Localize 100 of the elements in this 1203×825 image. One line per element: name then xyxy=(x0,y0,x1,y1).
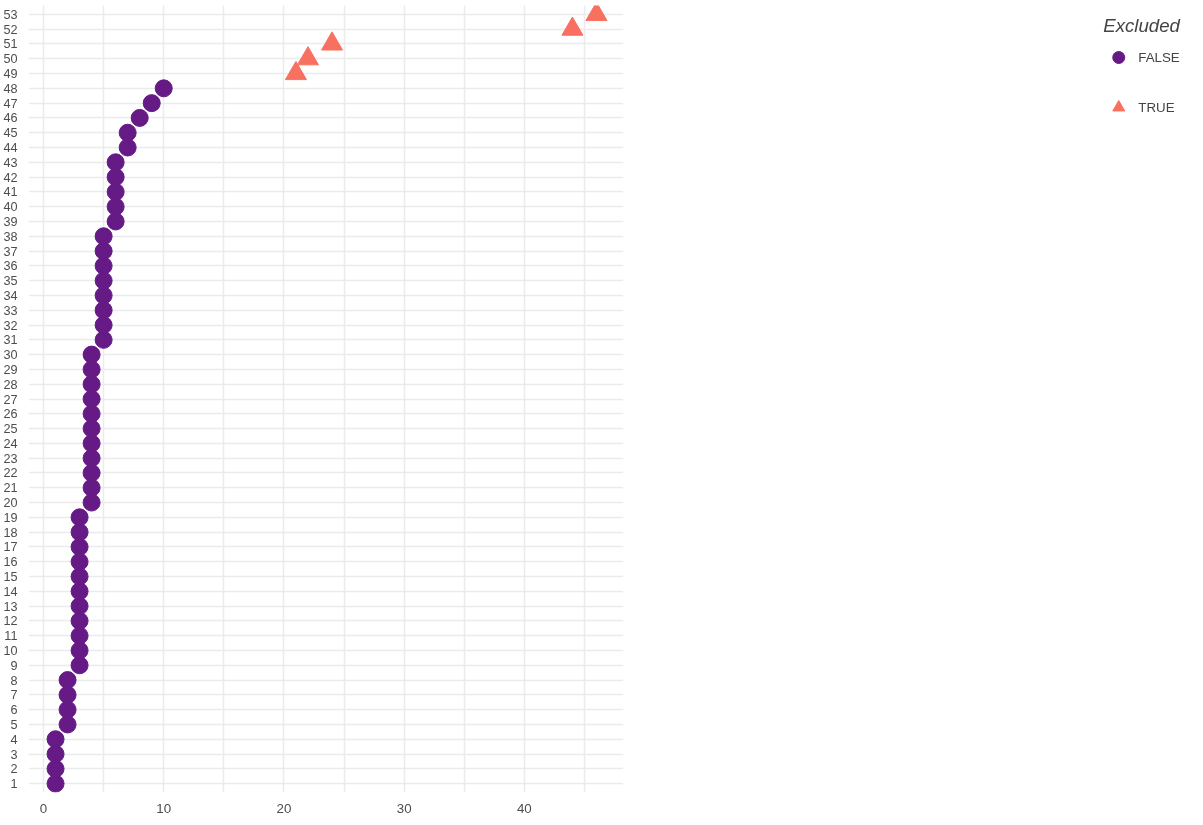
point xyxy=(130,108,149,127)
x-tick-label: 20 xyxy=(276,800,292,816)
y-tick-label: 26 xyxy=(3,407,18,422)
point xyxy=(94,316,113,335)
point xyxy=(70,537,89,556)
y-tick-label: 4 xyxy=(10,732,18,747)
point xyxy=(70,523,89,542)
y-tick-label: 20 xyxy=(3,496,18,511)
y-tick-label: 43 xyxy=(3,155,18,170)
point xyxy=(154,79,173,98)
point xyxy=(82,449,101,468)
y-tick-label: 14 xyxy=(3,584,18,599)
point xyxy=(106,197,125,216)
point xyxy=(118,138,137,157)
point xyxy=(70,567,89,586)
point xyxy=(106,153,125,172)
point xyxy=(58,685,77,704)
point xyxy=(94,227,113,246)
point xyxy=(46,730,65,749)
y-tick-label: 44 xyxy=(3,141,18,156)
point xyxy=(82,390,101,408)
legend-label: TRUE xyxy=(1138,99,1175,115)
y-tick-label: 21 xyxy=(3,481,18,496)
point xyxy=(94,330,113,349)
point xyxy=(46,745,65,764)
point xyxy=(70,641,89,660)
point xyxy=(106,182,125,201)
point xyxy=(46,759,65,778)
point xyxy=(82,434,101,453)
x-tick-label: 0 xyxy=(39,800,48,816)
y-tick-label: 50 xyxy=(3,52,18,67)
y-tick-label: 39 xyxy=(3,214,18,229)
point xyxy=(82,404,101,423)
y-tick-label: 7 xyxy=(10,688,18,703)
y-tick-label: 3 xyxy=(10,747,18,762)
point xyxy=(94,242,113,261)
y-tick-label: 29 xyxy=(3,362,18,377)
point xyxy=(94,256,113,275)
y-tick-label: 30 xyxy=(3,348,18,363)
y-tick-label: 1 xyxy=(10,777,18,792)
point xyxy=(106,212,125,231)
y-tick-label: 23 xyxy=(3,451,18,466)
point xyxy=(58,700,77,719)
y-tick-label: 15 xyxy=(3,570,18,585)
point xyxy=(70,611,89,630)
y-tick-label: 9 xyxy=(10,658,18,673)
point xyxy=(82,478,101,497)
point xyxy=(82,345,101,364)
point xyxy=(94,286,113,305)
x-tick-label: 30 xyxy=(396,800,412,816)
y-tick-label: 42 xyxy=(3,170,18,185)
y-tick-label: 32 xyxy=(3,318,18,333)
y-tick-label: 46 xyxy=(3,111,18,126)
y-tick-label: 13 xyxy=(3,599,18,614)
y-tick-label: 37 xyxy=(3,244,18,259)
y-tick-label: 35 xyxy=(3,274,18,289)
y-tick-label: 17 xyxy=(3,540,18,555)
y-tick-label: 51 xyxy=(3,37,18,52)
y-tick-label: 25 xyxy=(3,422,18,437)
point xyxy=(82,360,101,379)
point xyxy=(142,94,161,113)
y-tick-label: 6 xyxy=(10,703,18,718)
y-tick-label: 41 xyxy=(3,185,18,200)
y-tick-label: 40 xyxy=(3,200,18,215)
y-tick-label: 34 xyxy=(3,288,18,303)
y-tick-label: 27 xyxy=(3,392,18,407)
y-tick-label: 28 xyxy=(3,377,18,392)
point xyxy=(46,774,65,793)
y-tick-label: 24 xyxy=(3,436,18,451)
x-tick-label: 40 xyxy=(516,800,532,816)
y-tick-label: 16 xyxy=(3,555,18,570)
y-tick-label: 31 xyxy=(3,333,18,348)
legend-label: FALSE xyxy=(1138,49,1180,65)
y-tick-label: 45 xyxy=(3,126,18,141)
y-tick-label: 38 xyxy=(3,229,18,244)
point xyxy=(58,671,77,690)
y-tick-label: 53 xyxy=(3,7,18,22)
y-tick-label: 19 xyxy=(3,510,18,525)
y-tick-label: 11 xyxy=(4,629,18,644)
y-tick-label: 8 xyxy=(10,673,18,688)
y-tick-label: 5 xyxy=(10,717,18,732)
y-tick-label: 49 xyxy=(3,67,18,82)
point xyxy=(82,419,101,438)
y-tick-label: 47 xyxy=(3,96,18,111)
point xyxy=(94,301,113,320)
point xyxy=(70,552,89,571)
legend-title: Excluded xyxy=(1103,15,1180,37)
point xyxy=(118,123,137,142)
point xyxy=(106,168,125,187)
point xyxy=(94,271,113,290)
point xyxy=(70,626,89,645)
point xyxy=(70,582,89,601)
y-tick-label: 48 xyxy=(3,81,18,96)
point xyxy=(70,656,89,675)
point xyxy=(58,715,77,734)
y-tick-label: 12 xyxy=(3,614,18,629)
y-tick-label: 52 xyxy=(3,22,18,37)
point xyxy=(82,463,101,482)
y-tick-label: 22 xyxy=(3,466,18,481)
y-tick-label: 10 xyxy=(3,643,18,658)
